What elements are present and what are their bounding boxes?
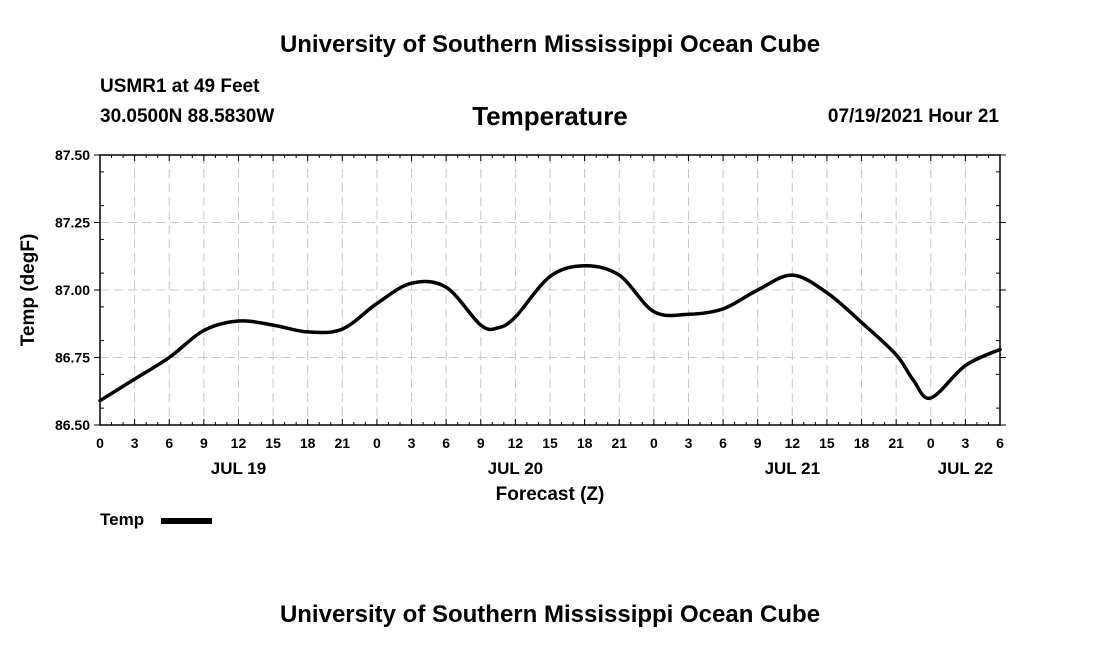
x-tick-label: 3: [685, 435, 693, 451]
x-tick-label: 15: [542, 435, 558, 451]
x-date-label: JUL 22: [938, 459, 993, 478]
tick-labels: 86.50 86.75 87.00 87.25 87.50 0 3 6 9 12 15 18 21 0 3 6…: [55, 147, 1004, 478]
series-layer: [98, 263, 1002, 403]
y-tick-label: 87.50: [55, 147, 90, 163]
x-tick-label: 0: [650, 435, 658, 451]
x-tick-label: 6: [996, 435, 1004, 451]
x-date-label: JUL 19: [211, 459, 266, 478]
parameter-title: Temperature: [472, 101, 628, 131]
x-tick-label: 6: [719, 435, 727, 451]
y-tick-label: 86.50: [55, 417, 90, 433]
x-date-label: JUL 20: [488, 459, 543, 478]
grid-lines: [100, 155, 1000, 425]
y-axis-title: Temp (degF): [18, 234, 39, 347]
x-tick-label: 3: [961, 435, 969, 451]
x-tick-label: 15: [819, 435, 835, 451]
x-date-label: JUL 21: [765, 459, 820, 478]
x-tick-label: 9: [754, 435, 762, 451]
temp-series-line: [98, 263, 1002, 403]
x-tick-label: 9: [477, 435, 485, 451]
coordinates-label: 30.0500N 88.5830W: [100, 106, 275, 127]
x-tick-label: 12: [231, 435, 247, 451]
x-tick-label: 21: [888, 435, 904, 451]
x-tick-label: 0: [373, 435, 381, 451]
x-tick-label: 12: [508, 435, 524, 451]
x-tick-label: 6: [165, 435, 173, 451]
x-tick-label: 21: [335, 435, 351, 451]
datetime-label: 07/19/2021 Hour 21: [827, 106, 999, 127]
x-tick-label: 3: [408, 435, 416, 451]
chart-title-top: University of Southern Mississippi Ocean…: [279, 31, 821, 58]
x-tick-label: 21: [611, 435, 627, 451]
legend-label: Temp: [100, 510, 145, 529]
x-tick-label: 18: [577, 435, 593, 451]
station-depth-label: USMR1 at 49 Feet: [100, 76, 260, 97]
x-tick-label: 18: [300, 435, 316, 451]
x-tick-label: 0: [927, 435, 935, 451]
x-tick-label: 6: [442, 435, 450, 451]
x-axis-title: Forecast (Z): [496, 484, 605, 505]
chart-title-bottom: University of Southern Mississippi Ocean…: [279, 601, 821, 628]
x-tick-label: 0: [96, 435, 104, 451]
x-tick-label: 15: [265, 435, 281, 451]
x-tick-label: 12: [785, 435, 801, 451]
x-tick-label: 9: [200, 435, 208, 451]
y-tick-label: 86.75: [55, 350, 90, 366]
y-tick-label: 87.00: [55, 282, 90, 298]
x-tick-label: 3: [131, 435, 139, 451]
plot-frame: [99, 154, 1001, 426]
y-tick-label: 87.25: [55, 215, 90, 231]
x-tick-label: 18: [854, 435, 870, 451]
